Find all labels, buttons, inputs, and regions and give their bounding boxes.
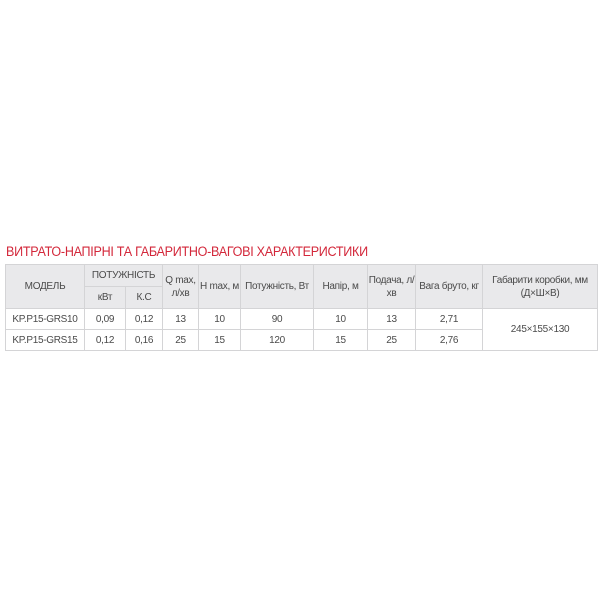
cell-kw: 0,09 xyxy=(84,308,126,330)
table-row: KP.P15-GRS10 0,09 0,12 13 10 90 10 13 2,… xyxy=(5,308,599,351)
cell-weight: 2,76 xyxy=(415,329,484,351)
header-weight: Вага бруто, кг xyxy=(415,264,484,309)
header-kw: кВт xyxy=(84,286,126,309)
cell-qmax: 25 xyxy=(162,329,200,351)
cell-power-w: 120 xyxy=(240,329,315,351)
header-flow: Подача, л/хв xyxy=(367,264,417,309)
cell-flow: 25 xyxy=(367,329,417,351)
header-qmax: Q max, л/хв xyxy=(162,264,200,309)
cell-box-size: 245×155×130 xyxy=(482,308,599,351)
header-head: Напір, м xyxy=(313,264,369,309)
cell-hp: 0,12 xyxy=(124,308,164,330)
section-title: ВИТРАТО-НАПІРНІ ТА ГАБАРИТНО-ВАГОВІ ХАРА… xyxy=(6,244,368,259)
table-row: KP.P15-GRS15 0,12 0,16 25 15 120 15 25 2… xyxy=(5,329,598,351)
cell-hmax: 15 xyxy=(198,329,242,351)
specs-table: МОДЕЛЬ ПОТУЖНІСТЬ Q max, л/хв H max, м П… xyxy=(5,264,599,351)
cell-head: 10 xyxy=(313,308,369,330)
cell-kw: 0,12 xyxy=(84,329,126,351)
header-hp: К.С xyxy=(124,286,164,309)
cell-hp: 0,16 xyxy=(124,329,164,351)
cell-power-w: 90 xyxy=(240,308,315,330)
header-power-w: Потужність, Вт xyxy=(240,264,315,309)
cell-qmax: 13 xyxy=(162,308,200,330)
header-hmax: H max, м xyxy=(198,264,242,309)
header-box: Габарити коробки, мм (Д×Ш×В) xyxy=(482,264,599,309)
header-model: МОДЕЛЬ xyxy=(5,264,85,309)
cell-flow: 13 xyxy=(367,308,417,330)
header-power-group: ПОТУЖНІСТЬ xyxy=(83,264,164,287)
cell-model: KP.P15-GRS10 xyxy=(5,308,85,330)
cell-head: 15 xyxy=(313,329,369,351)
cell-model: KP.P15-GRS15 xyxy=(5,329,85,351)
cell-hmax: 10 xyxy=(198,308,242,330)
cell-weight: 2,71 xyxy=(415,308,484,330)
